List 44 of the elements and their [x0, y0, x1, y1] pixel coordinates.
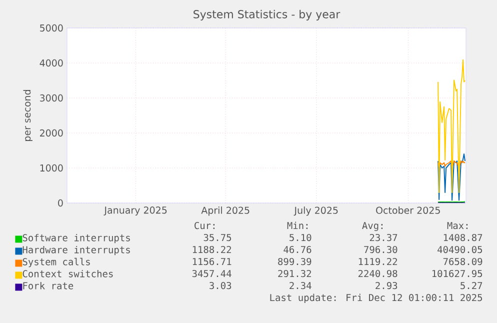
text: 1188.22: [192, 246, 231, 254]
legend-label: Hardware interrupts: [22, 246, 130, 256]
text: 101627.95: [432, 270, 482, 278]
text: 5.10: [290, 234, 312, 242]
text: Avg:: [362, 222, 383, 232]
line-series: [438, 59, 466, 193]
legend-label: Software interrupts: [22, 234, 130, 244]
y-tick-label: 0: [58, 199, 63, 207]
text: 40490.05: [438, 246, 482, 254]
text: Max:: [447, 222, 468, 230]
x-tick-label: July 2025: [294, 206, 338, 216]
text: 796.30: [364, 246, 398, 254]
x-tick-label: January 2025: [104, 206, 167, 216]
y-tick-label: 3000: [40, 94, 63, 102]
text: 1408.87: [444, 234, 482, 242]
x-tick-label: April 2025: [201, 206, 250, 216]
text: Cur:: [194, 222, 215, 230]
y-axis-title: per second: [23, 90, 32, 141]
text: 46.76: [284, 246, 312, 254]
text: 2.93: [376, 282, 398, 290]
text: 35.75: [204, 234, 232, 242]
text: 291.32: [278, 270, 311, 278]
legend-label: System calls: [22, 258, 90, 268]
y-tick-label: 4000: [40, 59, 63, 67]
text: 7658.09: [443, 258, 482, 266]
text: 1119.22: [358, 258, 397, 266]
text: 1156.71: [192, 258, 232, 266]
text: 3457.44: [192, 270, 232, 278]
text: Min:: [287, 222, 308, 229]
legend-label: Fork rate: [23, 282, 74, 290]
text: 899.39: [278, 258, 312, 266]
text: 3.03: [210, 282, 232, 290]
legend-label: Context switches: [22, 270, 113, 278]
line-series: [438, 154, 466, 201]
text: Last update: Fri Dec 12 01:00:11 2025: [270, 294, 482, 303]
chart-title: System Statistics - by year: [194, 10, 340, 20]
text: 5.27: [460, 282, 482, 290]
text: 2240.98: [358, 270, 398, 278]
y-tick-label: 2000: [40, 129, 63, 137]
y-tick-label: 5000: [40, 24, 63, 32]
x-tick-label: October 2025: [376, 206, 440, 214]
text: 23.37: [370, 234, 398, 242]
text: 2.34: [290, 282, 312, 290]
y-tick-label: 1000: [40, 164, 63, 172]
